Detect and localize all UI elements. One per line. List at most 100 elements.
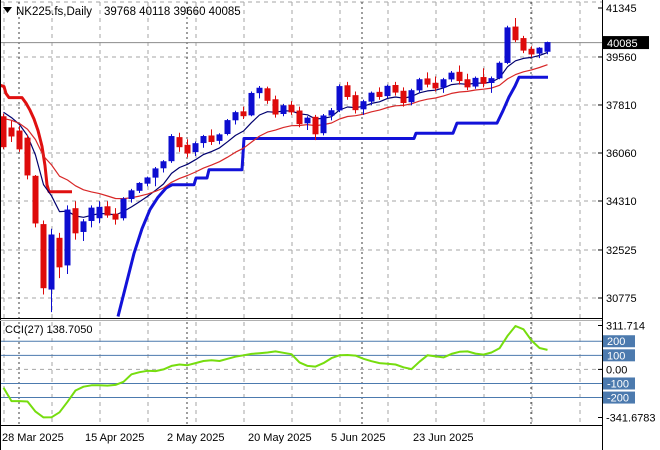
trend-stop-up-line	[116, 75, 548, 317]
candle-body	[232, 112, 239, 121]
cci-level-badge	[603, 391, 635, 404]
grid-layer	[0, 1, 602, 425]
candle-body	[528, 48, 535, 55]
candle-body	[152, 168, 159, 178]
time-axis-label: 2 May 2025	[167, 432, 224, 444]
price-axis-label: 34310	[606, 196, 637, 208]
candle-body	[56, 237, 63, 268]
candle-body	[256, 87, 263, 94]
cci-axis-label: 0.00	[606, 364, 627, 376]
candle-body	[48, 234, 55, 290]
candle-body	[392, 85, 399, 93]
candle-body	[384, 85, 391, 97]
candle-body	[472, 77, 479, 87]
candle-body	[272, 99, 279, 115]
candle-body	[136, 182, 143, 191]
candle-body	[536, 47, 543, 54]
time-axis-label: 23 Jun 2025	[413, 432, 474, 444]
cci-axis-label: 311.714	[606, 321, 645, 333]
time-axis-label: 5 Jun 2025	[331, 432, 385, 444]
ma_slow-ma-line	[3, 64, 548, 200]
time-axis-label: 28 Mar 2025	[2, 432, 64, 444]
cci-indicator-label: CCI(27) 138.7050	[5, 324, 92, 336]
candle-body	[64, 209, 71, 266]
price-axis-label: 39560	[606, 52, 637, 64]
main-chart-area[interactable]	[0, 0, 602, 319]
candle-body	[112, 213, 119, 220]
candle-body	[408, 90, 415, 103]
candle-body	[336, 86, 343, 111]
candle-body	[96, 206, 103, 219]
candle-body	[144, 177, 151, 184]
candle-body	[288, 104, 295, 113]
candle-body	[208, 135, 215, 142]
candle-body	[368, 92, 375, 102]
candle-body	[320, 115, 327, 134]
cci-level-badge	[603, 335, 635, 348]
candle-body	[32, 175, 39, 224]
cci-level-badge	[603, 377, 635, 390]
candle-body	[376, 91, 383, 97]
chart-title-ohlc: 39768 40118 39660 40085	[104, 6, 241, 18]
candle-body	[104, 206, 111, 216]
current-price-badge	[603, 36, 649, 50]
cci-level-label: 100	[607, 350, 625, 362]
candle-body	[192, 143, 199, 153]
candle-body	[224, 120, 231, 135]
candle-body	[8, 127, 15, 137]
candle-body	[248, 92, 255, 116]
candle-body	[448, 72, 455, 80]
candle-body	[240, 111, 247, 117]
candle-body	[520, 38, 527, 51]
candle-body	[464, 79, 471, 88]
cci-line	[2, 325, 548, 419]
candle-body	[488, 78, 495, 83]
candle-body	[176, 137, 183, 148]
candle-body	[200, 136, 207, 144]
frame-layer	[0, 0, 603, 450]
candle-body	[168, 136, 175, 162]
price-axis[interactable]	[602, 0, 660, 426]
candle-body	[360, 101, 367, 110]
candle-body	[416, 79, 423, 91]
price-axis-label: 36060	[606, 148, 637, 160]
time-axis[interactable]	[0, 426, 660, 450]
candle-body	[120, 198, 127, 219]
cci-level-label: -200	[607, 393, 629, 405]
candle-body	[72, 208, 79, 234]
cci-level-label: -100	[607, 378, 629, 390]
price-axis-label: 32525	[606, 245, 637, 257]
price-axis-label: 30775	[606, 293, 637, 305]
time-axis-label: 20 May 2025	[248, 432, 312, 444]
candle-body	[432, 82, 439, 89]
candle-body	[24, 137, 31, 176]
candle-body	[296, 110, 303, 125]
candle-body	[400, 90, 407, 104]
trend-stop-down-line	[0, 83, 72, 194]
candle-body	[264, 88, 271, 101]
chart-title-symbol: NK225.fs,Daily	[16, 6, 92, 18]
candle-body	[80, 221, 87, 232]
price-axis-label: 41345	[606, 3, 637, 15]
candle-body	[160, 161, 167, 169]
candle-body	[16, 130, 23, 150]
candle-body	[40, 224, 47, 289]
symbol-dropdown-icon[interactable]	[3, 7, 12, 13]
candle-body	[440, 79, 447, 88]
axis-labels-layer: 41345 39560 37810 36060 34310 32525 30775 40085…	[2, 3, 656, 444]
candle-body	[280, 105, 287, 114]
candle-body	[480, 77, 487, 84]
cci-axis-label: -341.6783	[606, 413, 656, 425]
time-axis-label: 15 Apr 2025	[85, 432, 144, 444]
candle-body	[496, 62, 503, 79]
candle-body	[424, 78, 431, 85]
candle-body	[88, 207, 95, 221]
candle-body	[128, 190, 135, 200]
price-axis-label: 37810	[606, 100, 637, 112]
candle-body	[344, 85, 351, 97]
cci-level-badge	[603, 349, 635, 362]
cci-chart-area[interactable]	[0, 321, 602, 425]
candle-body	[512, 26, 519, 41]
